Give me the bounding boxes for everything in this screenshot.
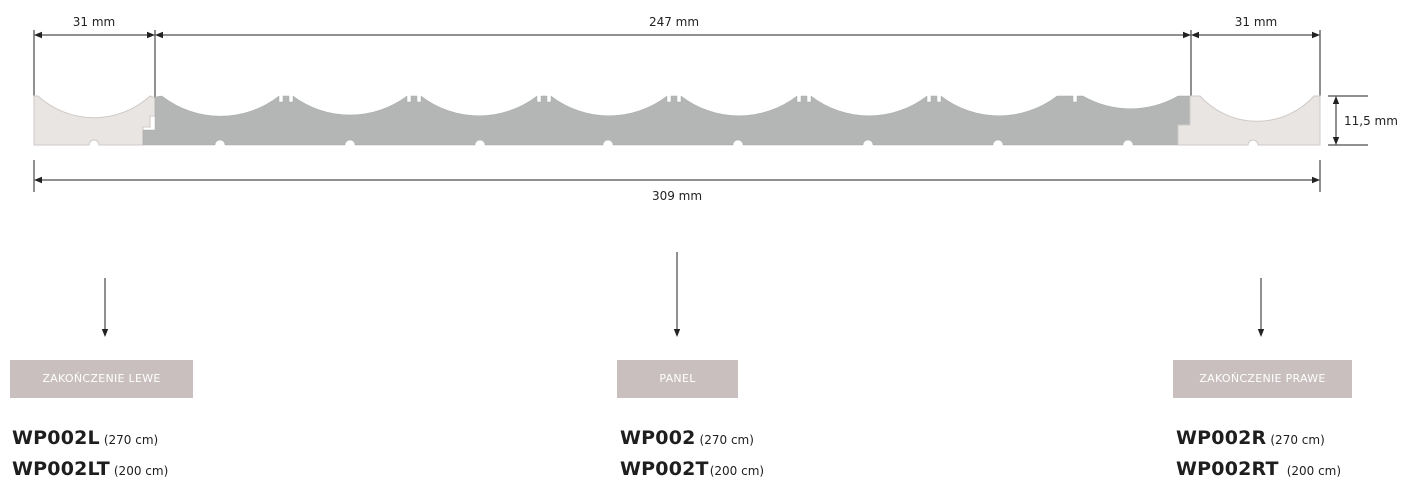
product-length: (200 cm) bbox=[1286, 464, 1342, 478]
product-code: WP002T bbox=[620, 458, 709, 480]
right-end-label: ZAKOŃCZENIE PRAWE bbox=[1173, 360, 1352, 398]
right-code-row-1: WP002R (270 cm) bbox=[1176, 427, 1325, 449]
dimension-height-text: 11,5 mm bbox=[1344, 114, 1398, 128]
dimension-total-text: 309 mm bbox=[652, 189, 702, 203]
dimension-right-end-text: 31 mm bbox=[1235, 15, 1277, 29]
dimension-panel-text: 247 mm bbox=[649, 15, 699, 29]
panel-code-row-1: WP002 (270 cm) bbox=[620, 427, 754, 449]
left-end-label: ZAKOŃCZENIE LEWE bbox=[10, 360, 193, 398]
panel-code-row-2: WP002T(200 cm) bbox=[620, 458, 764, 480]
left-code-row-2: WP002LT (200 cm) bbox=[12, 458, 168, 480]
right-code-row-2: WP002RT (200 cm) bbox=[1176, 458, 1341, 480]
pointer-arrows bbox=[101, 252, 1265, 337]
product-code: WP002RT bbox=[1176, 458, 1279, 480]
left-end-cap-profile bbox=[33, 95, 156, 146]
product-code: WP002LT bbox=[12, 458, 110, 480]
left-code-row-1: WP002L (270 cm) bbox=[12, 427, 158, 449]
product-length: (270 cm) bbox=[1270, 433, 1325, 447]
center-panel-profile bbox=[142, 95, 1191, 146]
dimension-left-end-text: 31 mm bbox=[73, 15, 115, 29]
right-end-cap-profile bbox=[1177, 95, 1321, 146]
product-code: WP002L bbox=[12, 427, 100, 449]
dimension-lines bbox=[34, 31, 1340, 184]
panel-label: PANEL bbox=[617, 360, 738, 398]
product-code: WP002R bbox=[1176, 427, 1267, 449]
product-code: WP002 bbox=[620, 427, 696, 449]
product-length: (200 cm) bbox=[113, 464, 169, 478]
product-length: (270 cm) bbox=[699, 433, 754, 447]
product-length: (200 cm) bbox=[709, 464, 765, 478]
product-length: (270 cm) bbox=[103, 433, 159, 447]
